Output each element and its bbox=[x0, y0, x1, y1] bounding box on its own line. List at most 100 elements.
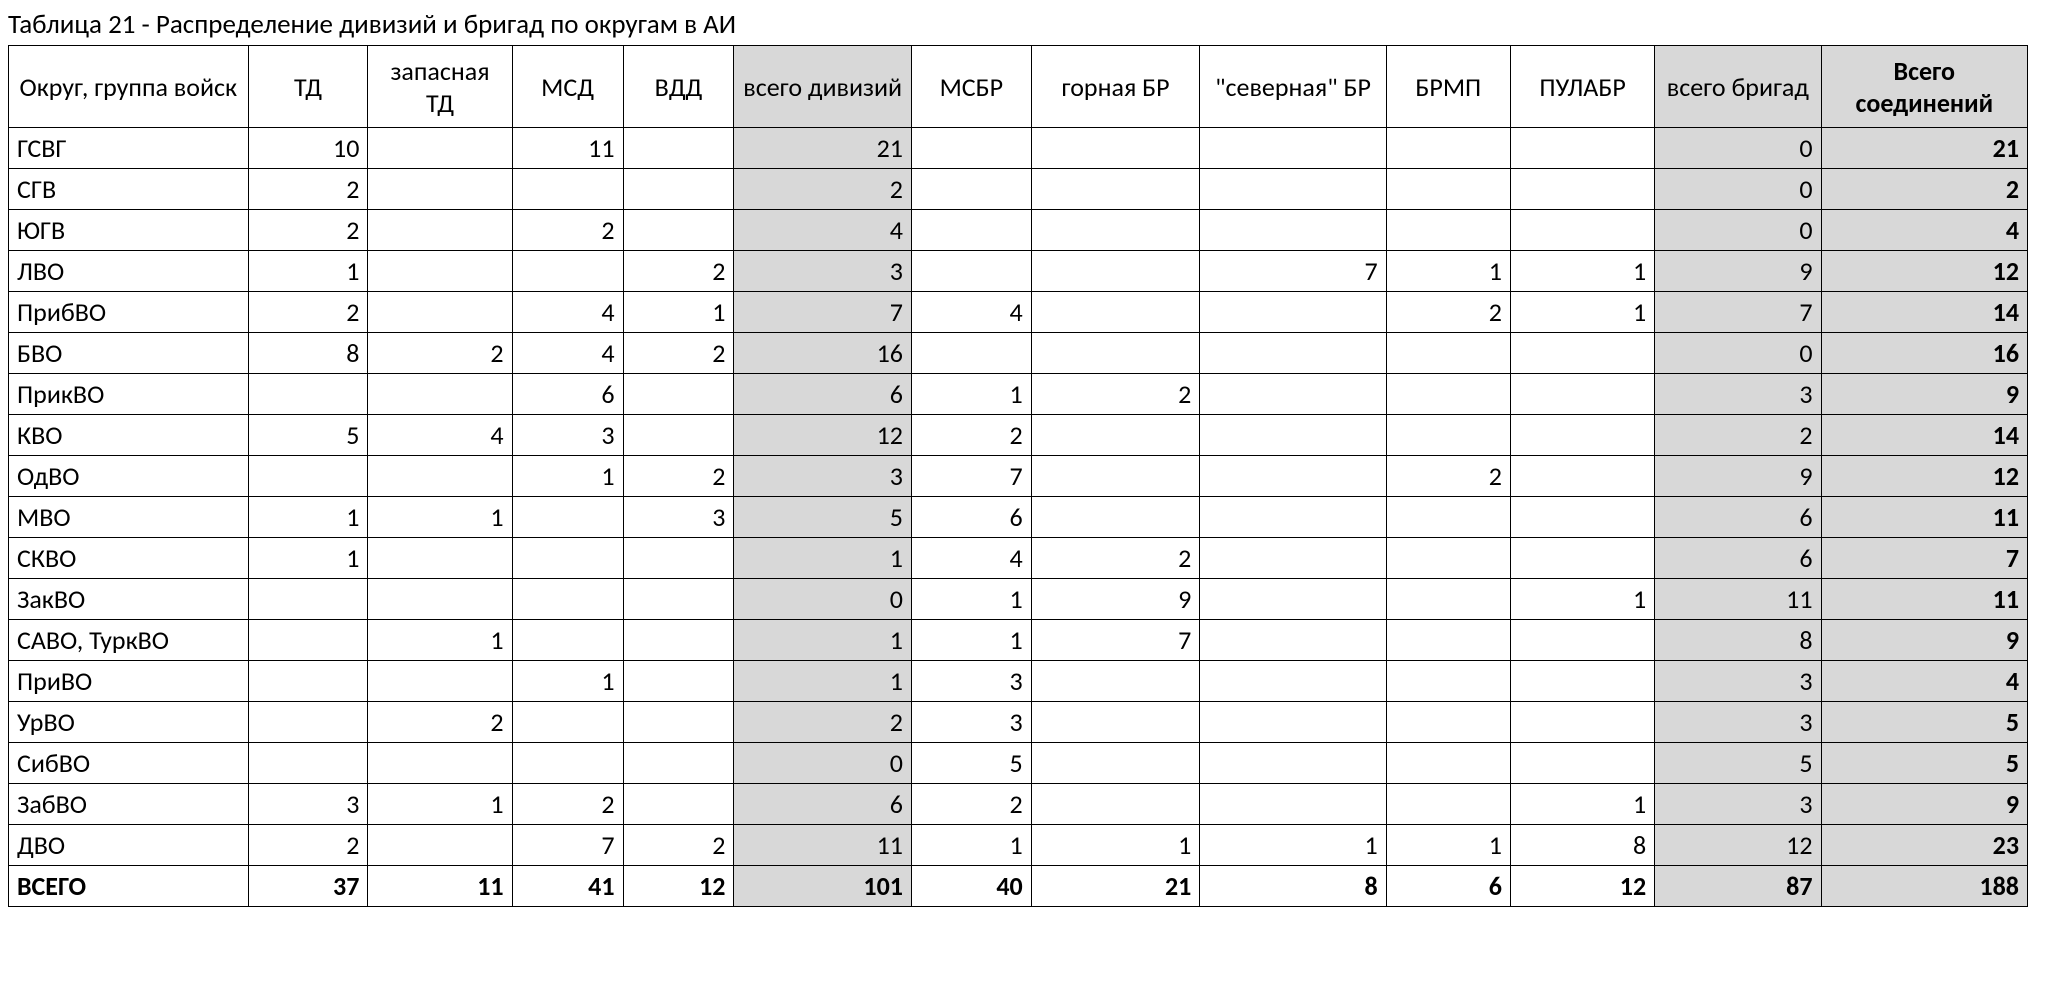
table-cell: 0 bbox=[734, 579, 911, 620]
table-cell: 101 bbox=[734, 866, 911, 907]
table-cell bbox=[623, 538, 734, 579]
row-label: СибВО bbox=[9, 743, 249, 784]
table-cell: 10 bbox=[248, 128, 368, 169]
table-row: УрВО22335 bbox=[9, 702, 2028, 743]
table-cell bbox=[368, 292, 512, 333]
table-cell bbox=[1510, 333, 1654, 374]
row-label: МВО bbox=[9, 497, 249, 538]
table-cell bbox=[512, 702, 623, 743]
table-cell bbox=[1386, 169, 1510, 210]
table-cell bbox=[368, 374, 512, 415]
table-cell bbox=[1031, 169, 1200, 210]
table-cell: 37 bbox=[248, 866, 368, 907]
table-cell: 1 bbox=[1510, 251, 1654, 292]
row-label: СГВ bbox=[9, 169, 249, 210]
table-cell bbox=[248, 661, 368, 702]
table-cell bbox=[1200, 374, 1386, 415]
table-cell bbox=[1386, 620, 1510, 661]
table-cell bbox=[1031, 210, 1200, 251]
column-header: всего бригад bbox=[1655, 46, 1821, 128]
table-cell: 12 bbox=[623, 866, 734, 907]
table-cell bbox=[1386, 702, 1510, 743]
row-label: ОдВО bbox=[9, 456, 249, 497]
table-cell: 4 bbox=[1821, 661, 2027, 702]
table-cell bbox=[1200, 620, 1386, 661]
table-cell: 4 bbox=[734, 210, 911, 251]
table-cell: 5 bbox=[1821, 743, 2027, 784]
table-cell: 6 bbox=[1655, 538, 1821, 579]
table-cell: 7 bbox=[1031, 620, 1200, 661]
table-cell bbox=[248, 456, 368, 497]
table-cell bbox=[512, 620, 623, 661]
table-cell: 1 bbox=[1510, 292, 1654, 333]
table-cell: 2 bbox=[1031, 374, 1200, 415]
table-cell bbox=[512, 497, 623, 538]
table-cell: 2 bbox=[1821, 169, 2027, 210]
table-cell: 16 bbox=[1821, 333, 2027, 374]
column-header: МСД bbox=[512, 46, 623, 128]
table-cell bbox=[1200, 497, 1386, 538]
table-cell: 12 bbox=[734, 415, 911, 456]
table-cell: 2 bbox=[248, 169, 368, 210]
column-header: ПУЛАБР bbox=[1510, 46, 1654, 128]
table-cell: 12 bbox=[1655, 825, 1821, 866]
table-cell bbox=[1200, 128, 1386, 169]
table-cell bbox=[368, 825, 512, 866]
table-cell: 2 bbox=[734, 169, 911, 210]
table-cell: 11 bbox=[368, 866, 512, 907]
column-header: всего дивизий bbox=[734, 46, 911, 128]
table-cell: 3 bbox=[512, 415, 623, 456]
table-row: ПриВО11334 bbox=[9, 661, 2028, 702]
table-cell: 1 bbox=[734, 538, 911, 579]
table-row: ГСВГ101121021 bbox=[9, 128, 2028, 169]
table-cell: 7 bbox=[1655, 292, 1821, 333]
table-cell: 4 bbox=[911, 538, 1031, 579]
table-cell: 5 bbox=[734, 497, 911, 538]
table-cell bbox=[1200, 333, 1386, 374]
table-cell bbox=[368, 456, 512, 497]
table-cell bbox=[368, 210, 512, 251]
table-cell bbox=[1031, 251, 1200, 292]
row-label: КВО bbox=[9, 415, 249, 456]
table-cell: 9 bbox=[1821, 374, 2027, 415]
table-cell bbox=[1386, 128, 1510, 169]
table-cell: 2 bbox=[911, 784, 1031, 825]
table-cell bbox=[1200, 456, 1386, 497]
table-body: ГСВГ101121021СГВ2202ЮГВ22404ЛВО123711912… bbox=[9, 128, 2028, 907]
table-cell: 7 bbox=[734, 292, 911, 333]
table-cell bbox=[512, 579, 623, 620]
table-cell bbox=[911, 333, 1031, 374]
table-cell bbox=[1510, 374, 1654, 415]
row-label: ПриВО bbox=[9, 661, 249, 702]
table-cell bbox=[623, 210, 734, 251]
table-cell bbox=[1386, 497, 1510, 538]
table-row: БВО824216016 bbox=[9, 333, 2028, 374]
table-cell bbox=[911, 128, 1031, 169]
table-cell bbox=[368, 169, 512, 210]
table-cell: 1 bbox=[734, 620, 911, 661]
table-cell bbox=[248, 743, 368, 784]
table-cell: 2 bbox=[1031, 538, 1200, 579]
table-cell bbox=[1200, 292, 1386, 333]
table-cell bbox=[512, 538, 623, 579]
table-cell: 21 bbox=[1821, 128, 2027, 169]
table-cell: 7 bbox=[512, 825, 623, 866]
table-cell bbox=[1386, 784, 1510, 825]
table-cell: 1 bbox=[248, 497, 368, 538]
table-cell: 2 bbox=[368, 333, 512, 374]
table-cell: 1 bbox=[512, 456, 623, 497]
table-cell bbox=[1031, 784, 1200, 825]
table-row: СГВ2202 bbox=[9, 169, 2028, 210]
table-cell: 8 bbox=[1510, 825, 1654, 866]
table-cell bbox=[1031, 743, 1200, 784]
table-cell: 2 bbox=[623, 251, 734, 292]
table-cell: 1 bbox=[248, 538, 368, 579]
row-label: ЮГВ bbox=[9, 210, 249, 251]
table-cell: 21 bbox=[1031, 866, 1200, 907]
table-cell bbox=[1031, 702, 1200, 743]
table-cell: 6 bbox=[734, 784, 911, 825]
table-cell bbox=[1200, 661, 1386, 702]
column-header: Округ, группа войск bbox=[9, 46, 249, 128]
table-row: ОдВО12372912 bbox=[9, 456, 2028, 497]
table-cell: 5 bbox=[1655, 743, 1821, 784]
